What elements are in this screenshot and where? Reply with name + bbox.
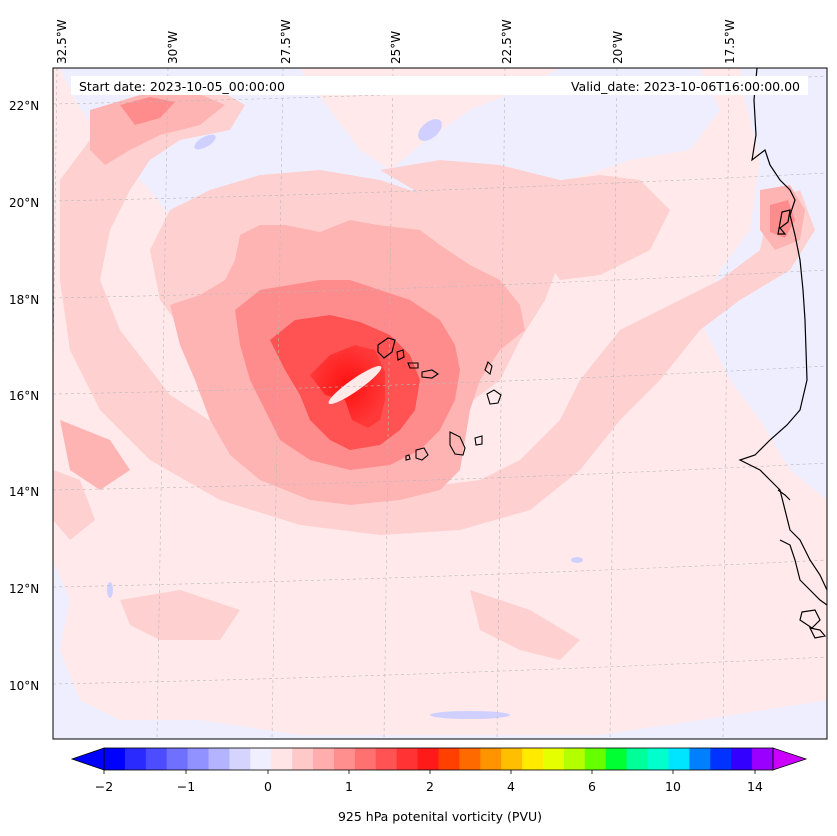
cb-tick-label: 0 [264,779,272,794]
colorbar: −2 −1 0 1 2 4 6 10 14 925 hPa potenital … [70,747,808,824]
colorbar-cell [354,748,377,770]
colorbar-cell [292,748,314,770]
colorbar-cell [752,748,774,770]
colorbar-cell [124,748,147,770]
colorbar-outline [103,747,774,771]
lon-label-22-5w: 22.5°W [500,19,514,64]
cape-verde-islands [377,337,502,461]
coastline [738,68,827,639]
colorbar-cell [584,748,607,770]
colorbar-cell [271,748,293,770]
lon-label-30w: 30°W [166,31,180,64]
start-date-text: Start date: 2023-10-05_00:00:00 [79,79,285,94]
colorbar-cell [333,748,356,770]
colorbar-extend-min [70,747,105,771]
colorbar-cell [689,748,711,770]
colorbar-cell [417,748,439,770]
graticule [53,68,827,739]
lat-label-20n: 20°N [9,196,39,210]
colorbar-cell [647,748,669,770]
colorbar-cell [438,748,460,770]
lon-label-20w: 20°W [611,31,625,64]
info-bar [71,76,808,95]
lon-label-17-5w: 17.5°W [723,19,737,64]
colorbar-cells [104,748,774,770]
cb-tick-label: −1 [177,779,195,794]
colorbar-cell [710,748,732,770]
lon-label-32-5w: 32.5°W [55,19,69,64]
colorbar-cell [187,748,210,770]
colorbar-cell [626,748,649,770]
cb-tick-label: 14 [747,779,763,794]
pv-minimum-streak [328,365,382,405]
lon-label-25w: 25°W [389,31,403,64]
lat-label-16n: 16°N [9,389,39,403]
colorbar-extend-max [772,747,808,771]
colorbar-title: 925 hPa potenital vorticity (PVU) [338,809,542,824]
colorbar-cell [104,748,126,770]
colorbar-ticks [103,770,756,774]
cb-tick-label: 4 [507,779,515,794]
colorbar-cell [208,748,230,770]
lat-label-18n: 18°N [9,293,39,307]
cb-tick-label: 2 [426,779,434,794]
colorbar-cell [313,748,335,770]
cb-tick-label: 1 [345,779,353,794]
colorbar-cell [480,748,502,770]
map-frame [52,67,828,740]
cb-tick-label: −2 [95,779,113,794]
colorbar-cell [375,748,398,770]
lat-label-12n: 12°N [9,582,39,596]
lat-label-14n: 14°N [9,485,39,499]
cb-tick-label: 10 [665,779,681,794]
lat-label-10n: 10°N [9,679,39,693]
colorbar-cell [396,748,419,770]
map-area: Start date: 2023-10-05_00:00:00 Valid_da… [53,68,827,739]
colorbar-cell [166,748,189,770]
colorbar-cell [145,748,168,770]
colorbar-cell [563,748,586,770]
cb-tick-label: 6 [588,779,596,794]
colorbar-cell [501,748,523,770]
colorbar-cell [229,748,251,770]
colorbar-cell [250,748,272,770]
longitude-labels: 32.5°W 30°W 27.5°W 25°W 22.5°W 20°W 17.5… [55,19,737,64]
colorbar-tick-labels: −2 −1 0 1 2 4 6 10 14 [95,779,763,794]
latitude-labels: 22°N 20°N 18°N 16°N 14°N 12°N 10°N [9,99,39,693]
colorbar-cell [731,748,753,770]
colorbar-cell [522,748,544,770]
colorbar-cell [543,748,565,770]
valid-date-text: Valid_date: 2023-10-06T16:00:00.00 [571,79,800,94]
lat-label-22n: 22°N [9,99,39,113]
colorbar-cell [459,748,481,770]
colorbar-cell [668,748,690,770]
lon-label-27-5w: 27.5°W [279,19,293,64]
colorbar-cell [605,748,628,770]
